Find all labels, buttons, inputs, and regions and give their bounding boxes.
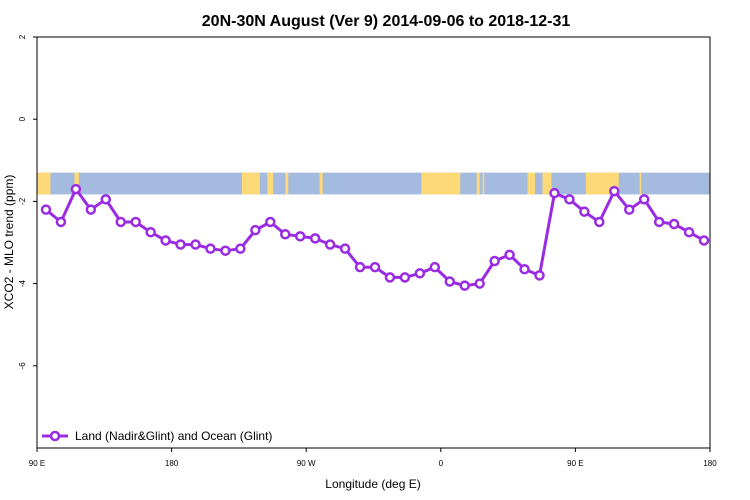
world-map-strip bbox=[37, 172, 710, 195]
data-point bbox=[280, 229, 291, 240]
data-point bbox=[474, 278, 485, 289]
ocean-band bbox=[37, 172, 710, 195]
chart-title: 20N-30N August (Ver 9) 2014-09-06 to 201… bbox=[202, 13, 571, 30]
x-tick-label: 180 bbox=[165, 459, 179, 468]
plot-frame bbox=[36, 36, 711, 449]
data-point bbox=[175, 239, 186, 250]
x-tick-label: 0 bbox=[439, 459, 444, 468]
data-point bbox=[399, 272, 411, 283]
y-axis: 2 0 -2 -4 -6 bbox=[18, 34, 37, 369]
data-point bbox=[638, 194, 650, 205]
land-segment bbox=[542, 172, 552, 195]
land-segment bbox=[241, 172, 260, 195]
data-point bbox=[519, 263, 530, 275]
data-point bbox=[489, 255, 500, 267]
data-point bbox=[70, 183, 82, 195]
land-segment bbox=[482, 172, 485, 195]
y-axis-label: XCO2 - MLO trend (ppm) bbox=[2, 175, 16, 310]
data-point bbox=[609, 185, 620, 197]
data-point bbox=[579, 206, 590, 217]
data-point bbox=[265, 216, 276, 228]
land-segment bbox=[285, 172, 289, 195]
data-point bbox=[549, 187, 560, 199]
y-tick-label: -2 bbox=[18, 197, 27, 205]
legend-label: Land (Nadir&Glint) and Ocean (Glint) bbox=[75, 429, 272, 443]
x-tick-label: 90 W bbox=[297, 459, 316, 468]
data-point bbox=[668, 218, 680, 230]
data-point bbox=[294, 231, 306, 242]
data-point bbox=[534, 270, 545, 281]
x-tick-label: 90 E bbox=[29, 459, 45, 468]
data-point bbox=[623, 204, 635, 215]
legend-marker bbox=[49, 430, 61, 442]
land-segment bbox=[267, 172, 274, 195]
data-point bbox=[653, 216, 665, 228]
land-segment bbox=[527, 172, 536, 195]
data-point bbox=[55, 216, 67, 228]
land-segment bbox=[421, 172, 461, 195]
data-point bbox=[309, 233, 321, 244]
data-point bbox=[414, 268, 426, 279]
data-point bbox=[504, 249, 515, 261]
data-point bbox=[369, 261, 381, 273]
data-point bbox=[698, 235, 710, 246]
legend: Land (Nadir&Glint) and Ocean (Glint) bbox=[42, 429, 272, 443]
data-point bbox=[190, 239, 201, 250]
data-point bbox=[384, 272, 396, 283]
y-tick-label: 0 bbox=[18, 116, 27, 121]
data-point bbox=[324, 239, 336, 250]
data-point bbox=[429, 261, 441, 273]
land-segment bbox=[37, 172, 51, 195]
data-point bbox=[205, 243, 216, 254]
y-tick-label: 2 bbox=[18, 34, 27, 39]
x-tick-label: 90 E bbox=[567, 459, 583, 468]
data-point bbox=[564, 194, 575, 205]
data-point bbox=[683, 226, 695, 238]
land-segment bbox=[319, 172, 323, 195]
data-point bbox=[594, 216, 605, 228]
x-axis-label: Longitude (deg E) bbox=[325, 477, 420, 491]
data-point bbox=[354, 261, 366, 273]
data-point bbox=[220, 245, 231, 256]
data-point bbox=[339, 243, 351, 254]
data-point bbox=[40, 204, 52, 215]
land-segment bbox=[476, 172, 480, 195]
data-point bbox=[130, 216, 141, 228]
data-point bbox=[444, 276, 456, 287]
data-point bbox=[459, 280, 470, 291]
y-tick-label: -6 bbox=[18, 362, 27, 370]
land-segment bbox=[74, 172, 79, 195]
data-point bbox=[85, 204, 97, 215]
data-point bbox=[145, 226, 156, 238]
data-point bbox=[115, 216, 127, 228]
data-point bbox=[160, 235, 171, 246]
data-point bbox=[235, 243, 246, 254]
land-segment bbox=[639, 172, 642, 195]
x-axis: 90 E 180 90 W 0 90 E 180 bbox=[29, 448, 717, 468]
data-point bbox=[250, 224, 261, 236]
x-tick-label: 180 bbox=[703, 459, 717, 468]
series-layer bbox=[40, 183, 710, 291]
data-point bbox=[100, 194, 112, 205]
y-tick-label: -4 bbox=[18, 279, 27, 287]
